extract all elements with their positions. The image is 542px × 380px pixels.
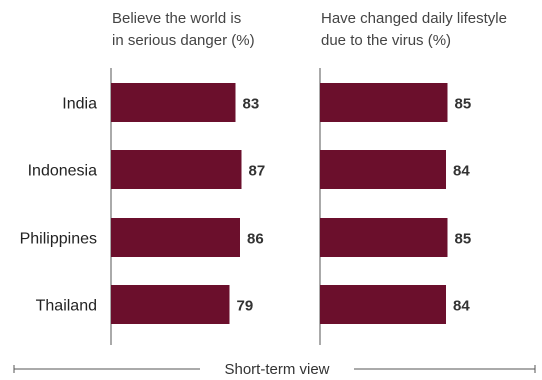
value-label: 84 [453,163,470,180]
category-label: Indonesia [28,163,97,180]
panel-2-title-line-2: due to the virus (%) [321,32,452,49]
bar [111,218,240,257]
category-label: Thailand [36,298,97,315]
bar [111,150,242,189]
value-label: 83 [243,96,260,113]
value-label: 79 [237,298,254,315]
footer-label: Short-term view [224,361,329,378]
bar [111,285,230,324]
value-label: 84 [453,298,470,315]
value-label: 87 [249,163,266,180]
value-label: 86 [247,231,264,248]
bar [111,83,236,122]
value-label: 85 [455,231,472,248]
bar [320,218,448,257]
bar [320,285,446,324]
bar [320,83,448,122]
bar [320,150,446,189]
panel-1-title-line-2: in serious danger (%) [112,32,255,49]
panel-2-title: Have changed daily lifestyle due to the … [321,8,507,52]
value-label: 85 [455,96,472,113]
category-label: India [62,96,97,113]
panel-1-title: Believe the world is in serious danger (… [112,8,255,52]
panel-1-title-line-1: Believe the world is [112,10,242,27]
panel-2-title-line-1: Have changed daily lifestyle [321,10,507,27]
category-label: Philippines [20,231,97,248]
